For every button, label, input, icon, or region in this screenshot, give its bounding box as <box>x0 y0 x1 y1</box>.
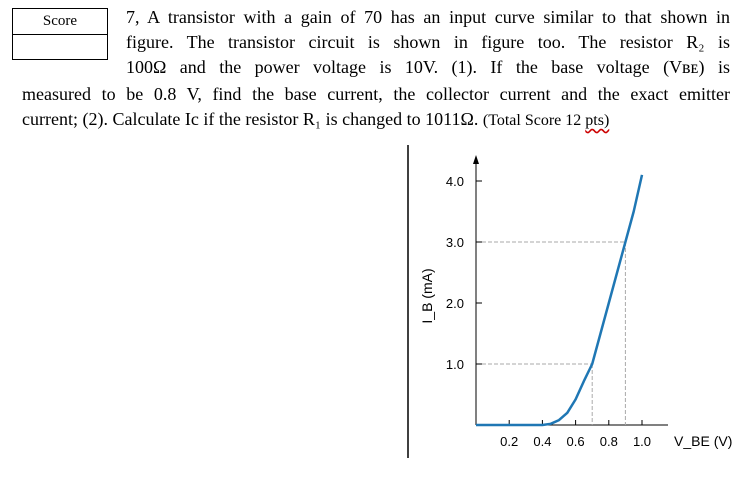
question-line-1: 7, A transistor with a gain of 70 has an… <box>126 7 730 27</box>
y-tick-label: 1.0 <box>446 357 464 372</box>
y-tick-label: 3.0 <box>446 235 464 250</box>
score-label: Score <box>13 9 107 35</box>
question-line-3: 100Ω and the power voltage is 10V. (1). … <box>126 57 730 77</box>
total-score-pts: pts) <box>585 112 610 129</box>
y-axis-label: I_B (mA) <box>419 268 435 323</box>
x-axis-label: V_BE (V) <box>674 433 732 449</box>
x-tick-label: 0.4 <box>533 434 551 449</box>
y-axis-arrow <box>473 155 479 164</box>
series-line <box>476 174 644 427</box>
y-tick-label: 2.0 <box>446 296 464 311</box>
total-score-text: (Total Score 12 <box>482 112 586 129</box>
score-box: Score <box>12 8 108 60</box>
question-line-2: figure. The transistor circuit is shown … <box>126 32 730 52</box>
x-tick-label: 0.8 <box>600 434 618 449</box>
x-tick-label: 1.0 <box>633 434 651 449</box>
question-line-5: current; (2). Calculate Ic if the resist… <box>22 107 609 134</box>
y-tick-label: 4.0 <box>446 174 464 189</box>
x-tick-label: 0.2 <box>500 434 518 449</box>
question-line-5-text: current; (2). Calculate Ic if the resist… <box>22 109 483 129</box>
question-line-4: measured to be 0.8 V, find the base curr… <box>22 84 730 104</box>
x-tick-label: 0.6 <box>567 434 585 449</box>
